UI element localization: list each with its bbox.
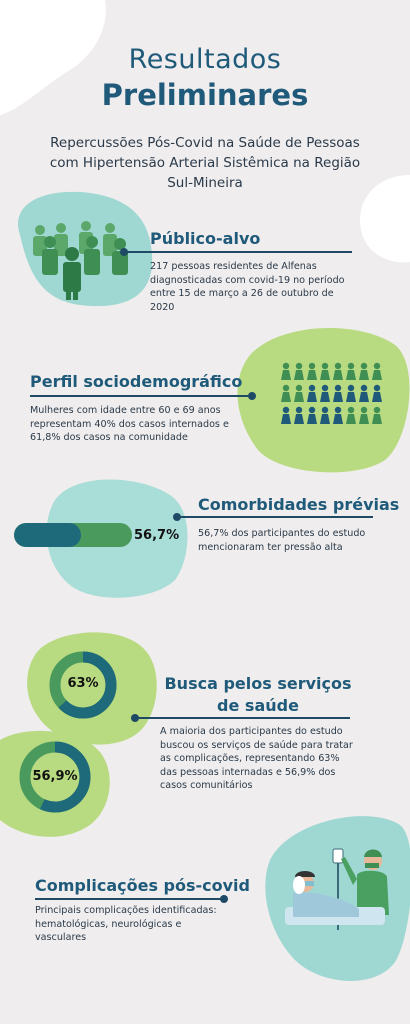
person-icon	[307, 362, 317, 380]
person-icon	[307, 384, 317, 402]
person-icon	[359, 406, 369, 424]
perfil-line-dot	[248, 392, 256, 400]
person-icon	[294, 406, 304, 424]
person-icon	[333, 362, 343, 380]
person-icon	[372, 384, 382, 402]
title-line1: Resultados	[128, 44, 282, 75]
person-icon	[346, 384, 356, 402]
person-icon	[307, 406, 317, 424]
perfil-line	[30, 395, 252, 397]
person-icon	[359, 384, 369, 402]
complicacoes-title: Complicações pós-covid	[35, 876, 250, 895]
busca-title: Busca pelos serviços de saúde	[164, 674, 352, 715]
person-icon	[281, 362, 291, 380]
person-icon	[372, 406, 382, 424]
comorbidades-line	[177, 516, 373, 518]
person-icon	[333, 384, 343, 402]
person-icon	[372, 362, 382, 380]
people-group-icon	[33, 221, 128, 300]
person-icon	[320, 362, 330, 380]
publico-text: 217 pessoas residentes de Alfenas diagno…	[150, 261, 345, 313]
subtitle: Repercussões Pós-Covid na Saúde de Pesso…	[49, 135, 361, 191]
right-white-blob	[360, 175, 410, 263]
person-icon	[294, 384, 304, 402]
comorbidades-bar-label: 56,7%	[134, 528, 180, 543]
person-icon	[320, 406, 330, 424]
top-left-white-blob	[0, 0, 106, 115]
person-icon	[294, 362, 304, 380]
person-icon	[281, 406, 291, 424]
comorbidades-title: Comorbidades prévias	[198, 495, 400, 514]
comorbidades-progress-bar	[14, 523, 132, 547]
publico-line	[124, 251, 352, 253]
patient-nurse-illustration	[285, 848, 389, 930]
complicacoes-line	[35, 898, 223, 900]
person-icon	[333, 406, 343, 424]
progress-bar-fill	[14, 523, 81, 547]
person-icon	[281, 384, 291, 402]
busca-text: A maioria dos participantes do estudo bu…	[160, 726, 353, 791]
donut2-label: 56,9%	[32, 769, 78, 784]
busca-line	[135, 717, 350, 719]
title-line2: Preliminares	[101, 78, 309, 112]
donut-chart-56-9	[19, 741, 91, 813]
person-icon	[359, 362, 369, 380]
donut1-label: 63%	[67, 676, 99, 691]
publico-title: Público-alvo	[150, 229, 261, 248]
comorbidades-text: 56,7% dos participantes do estudo mencio…	[198, 528, 366, 553]
perfil-title: Perfil sociodemográfico	[30, 372, 243, 391]
busca-green-blob-top	[27, 632, 157, 745]
complicacoes-text: Principais complicações identificadas: h…	[35, 905, 217, 943]
complicacoes-line-dot	[220, 895, 228, 903]
person-icon	[346, 362, 356, 380]
person-icon	[346, 406, 356, 424]
perfil-text: Mulheres com idade entre 60 e 69 anos re…	[30, 405, 229, 443]
person-icon	[320, 384, 330, 402]
donut-chart-63	[49, 651, 117, 719]
people-grid-icon	[281, 362, 382, 424]
